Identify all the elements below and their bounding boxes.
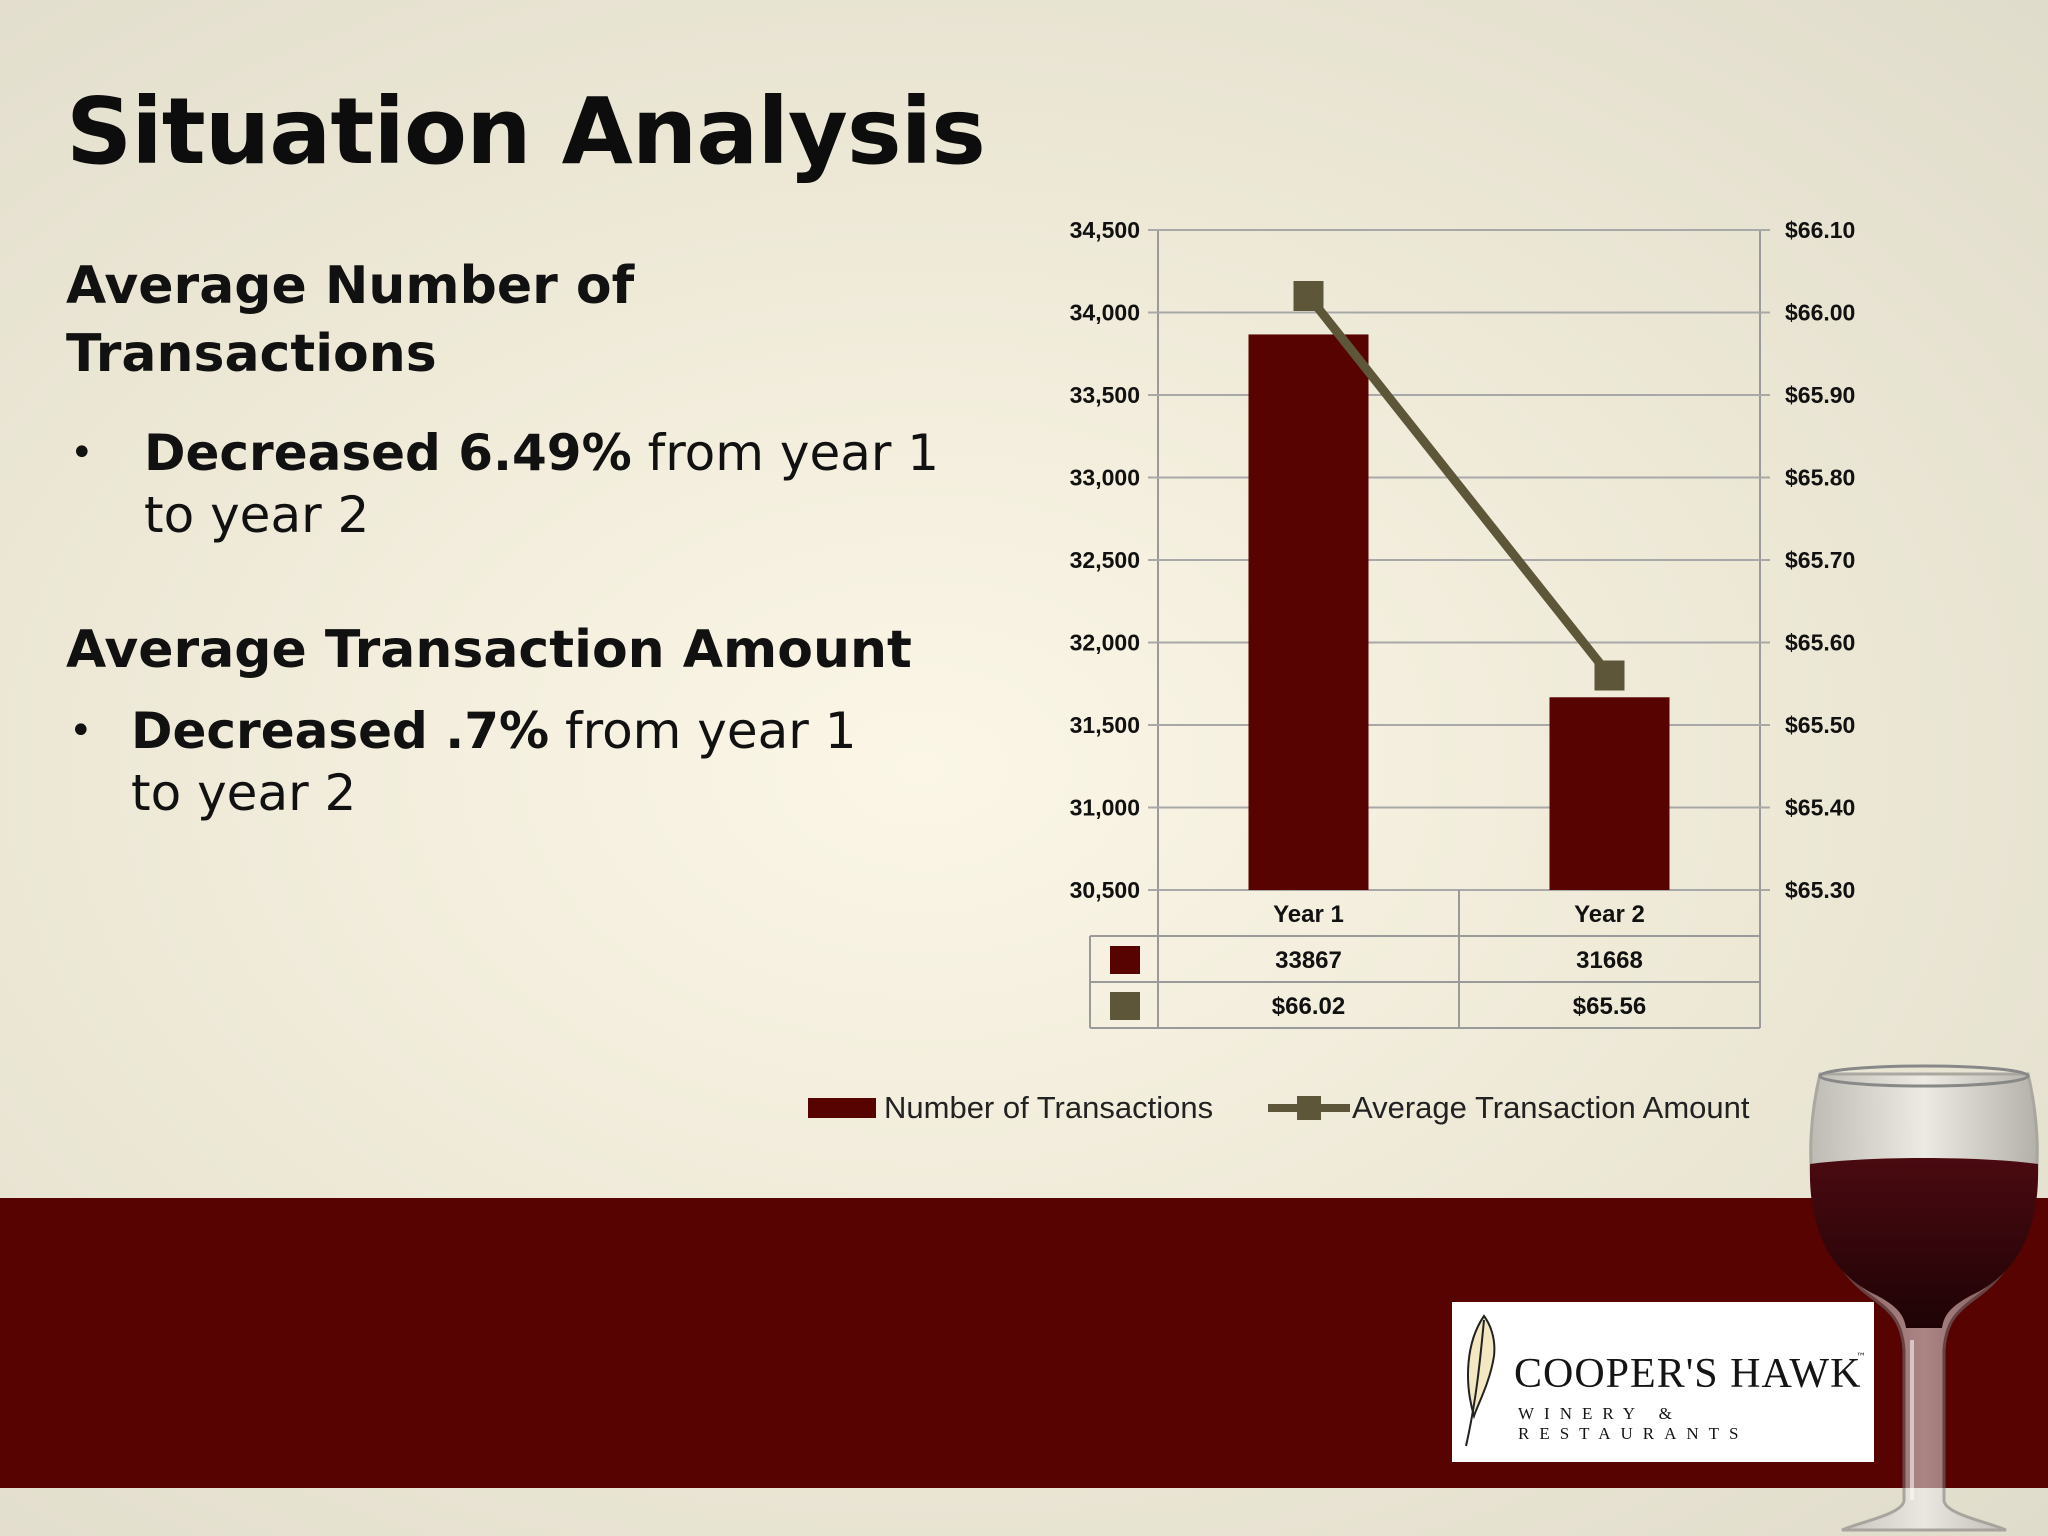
table-value-label: $66.02 [1272, 993, 1345, 1020]
wine-glass-image [1809, 1064, 2039, 1532]
y-right-tick-label: $65.60 [1785, 630, 1855, 656]
legend-item-amount: Average Transaction Amount [1268, 1090, 1750, 1126]
slide-title: Situation Analysis [66, 78, 986, 185]
series-line [1304, 293, 1614, 679]
bullet-transactions-text: from year 1 to year 2 [144, 424, 940, 544]
line-point [1594, 660, 1625, 691]
bullet-amount: • Decreased .7% from year 1 to year 2 [69, 700, 911, 824]
y-left-tick-label: 34,000 [1070, 300, 1140, 326]
y-right-tick-label: $66.00 [1785, 300, 1855, 326]
y-right-tick-label: $65.40 [1785, 795, 1855, 821]
table-value-label: 33867 [1275, 947, 1342, 974]
legend-swatch-line [1268, 1096, 1350, 1120]
y-left-tick-label: 30,500 [1070, 877, 1140, 903]
legend-label-transactions: Number of Transactions [884, 1090, 1214, 1125]
table-value-label: $65.56 [1573, 993, 1646, 1020]
logo-name: COOPER'S HAWK [1514, 1351, 1862, 1397]
bullet-amount-bold: Decreased .7% [131, 702, 550, 760]
bullet-dot: • [69, 708, 93, 754]
heading-transaction-amount: Average Transaction Amount [66, 620, 912, 680]
y-right-tick-label: $65.30 [1785, 877, 1855, 903]
y-right-tick-label: $66.10 [1785, 217, 1855, 243]
y-right-tick-label: $65.90 [1785, 382, 1855, 408]
x-category-label: Year 2 [1574, 901, 1645, 928]
table-value-label: 31668 [1576, 947, 1643, 974]
y-right-tick-label: $65.70 [1785, 547, 1855, 573]
y-left-tick-label: 32,000 [1070, 630, 1140, 656]
y-left-tick-label: 31,000 [1070, 795, 1140, 821]
legend-swatch-bar [808, 1098, 876, 1118]
heading-number-of-transactions: Average Number of Transactions [66, 256, 635, 384]
bullet-transactions-bold: Decreased 6.49% [144, 424, 632, 482]
y-left-tick-label: 34,500 [1070, 217, 1140, 243]
logo-subtitle: WINERY & RESTAURANTS [1518, 1404, 1749, 1443]
y-left-tick-label: 33,500 [1070, 382, 1140, 408]
bullet-amount-text: from year 1 to year 2 [131, 702, 857, 822]
bullet-dot: • [70, 430, 94, 476]
transactions-chart: 30,500 31,000 31,500 32,000 32,500 33,000 33,5… [1070, 217, 1855, 1029]
coopers-hawk-logo: COOPER'S HAWK ™ WINERY & RESTAURANTS [1452, 1302, 1874, 1462]
bar [1549, 697, 1670, 890]
y-right-tick-label: $65.50 [1785, 712, 1855, 738]
feather-icon [1465, 1314, 1496, 1447]
legend-item-transactions: Number of Transactions [808, 1090, 1213, 1126]
y-left-tick-label: 32,500 [1070, 547, 1140, 573]
bar [1248, 334, 1369, 890]
logo-trademark: ™ [1856, 1352, 1866, 1363]
bullet-transactions: • Decreased 6.49% from year 1 to year 2 [70, 422, 964, 546]
line-point [1293, 281, 1324, 311]
legend-label-amount: Average Transaction Amount [1352, 1090, 1750, 1125]
table-legend-swatch [1110, 946, 1140, 974]
x-category-label: Year 1 [1273, 901, 1344, 928]
y-right-tick-label: $65.80 [1785, 465, 1855, 491]
y-left-tick-label: 33,000 [1070, 465, 1140, 491]
table-legend-swatch [1110, 992, 1140, 1020]
y-left-tick-label: 31,500 [1070, 712, 1140, 738]
